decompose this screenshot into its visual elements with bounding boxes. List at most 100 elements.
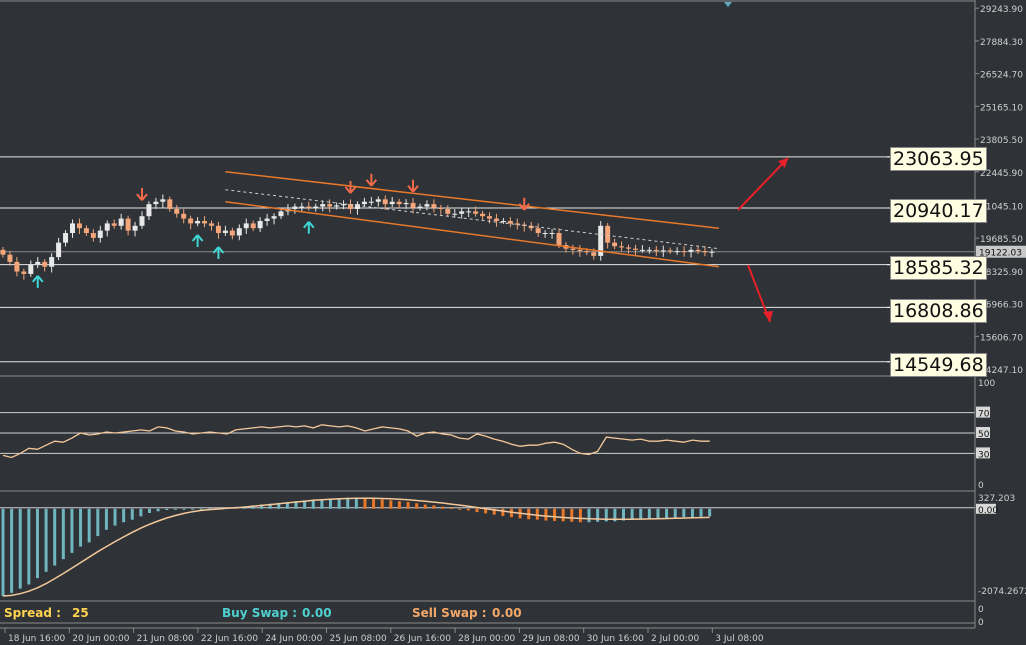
candle-body [160,199,166,202]
macd-bar [363,498,367,509]
macd-bar [647,508,651,519]
candle-body [97,230,103,238]
x-tick-label: 2 Jul 00:00 [651,634,700,644]
candle-body [167,199,173,209]
candle-body [382,199,388,205]
macd-bar [303,500,307,509]
macd-bar [268,503,272,509]
candle-body [271,216,277,219]
candle-body [0,249,6,255]
macd-bar [432,505,436,509]
candle-body [626,247,631,249]
x-tick-label: 24 Jun 00:00 [265,634,322,644]
candle-body [236,228,242,236]
macd-bar [139,508,143,517]
y-tick-label: 27884.30 [980,38,1023,48]
info-bar: Spread : 25 Buy Swap : 0.00 Sell Swap : … [0,604,975,622]
candle-body [584,251,590,253]
macd-bar [544,508,548,521]
sell-swap-value: 0.00 [492,606,522,620]
candle-body [90,233,96,238]
candle-body [348,204,353,209]
price-tag-23063: 23063.95 [890,147,987,171]
candle-body [639,249,645,251]
macd-bar [260,504,264,509]
candle-body [549,233,555,235]
macd-bar [630,508,634,520]
macd-bar [682,508,686,518]
channel-mid-line [225,189,719,250]
candle-body [410,202,416,208]
bottom-panel-label: 0 [978,605,984,615]
candle-body [118,218,124,226]
oscillator-panel [0,412,975,459]
macd-bar [1,508,5,596]
candle-body [292,206,298,209]
macd-bar [553,508,557,521]
macd-bar [104,508,108,530]
macd-bar [251,505,255,509]
candle-body [327,204,333,207]
y-tick-label: 23805.50 [980,136,1023,146]
channel-upper-line [225,171,719,229]
macd-bar [191,508,195,510]
candle-body [514,223,520,225]
osc-tick-label: 50 [978,430,990,440]
candle-body [660,250,666,252]
candle-body [341,204,347,206]
candle-body [42,261,48,267]
osc-tick-label: 100 [978,379,995,389]
candle-body [487,216,492,219]
osc-level-box [976,447,990,459]
candle-body [229,230,235,236]
up-arrow-icon [31,275,44,288]
macd-bar [509,508,513,518]
x-tick-label: 20 Jun 00:00 [72,634,129,644]
x-tick-label: 3 Jul 08:00 [715,634,764,644]
candle-body [605,225,611,243]
macd-bar [708,508,712,517]
y-tick-label: 14247.10 [980,366,1023,376]
candle-body [278,211,284,217]
macd-bar [578,508,582,523]
macd-bar [415,503,419,509]
macd-bar [613,508,617,522]
candle-body [612,242,618,247]
macd-bar [328,498,332,509]
candle-body [667,250,673,252]
candle-body [459,211,465,214]
candle-body [681,251,687,253]
channel-lower-line [225,200,719,268]
candle-body [209,223,214,226]
osc-tick-label: 30 [978,450,990,460]
candle-body [7,254,13,262]
macd-bar [87,508,91,543]
candle-body [243,223,249,229]
macd-bar [53,508,57,566]
osc-level-box [976,427,990,438]
candle-body [111,223,117,226]
x-tick-label: 28 Jun 00:00 [458,634,515,644]
spread-value: 25 [72,606,89,620]
candle-body [299,206,305,208]
y-tick-label: 29243.90 [980,5,1023,15]
candle-body [181,213,187,219]
macd-bar [27,508,31,585]
price-panel [0,2,975,363]
macd-tick-label: 0.00 [978,506,998,516]
up-arrow-icon [191,234,204,247]
candle-body [375,199,381,202]
candle-body [695,249,701,252]
price-tag-14549: 14549.68 [890,353,987,377]
candle-body [528,225,534,229]
candle-body [250,223,256,229]
macd-bar [690,508,694,518]
candle-body [702,251,708,253]
candle-body [709,251,715,253]
up-arrow-icon [303,221,315,234]
candle-body [389,201,395,205]
macd-bar [449,507,453,509]
y-tick-label: 15606.70 [980,333,1023,343]
candle-body [632,248,638,250]
macd-bar [397,501,401,509]
